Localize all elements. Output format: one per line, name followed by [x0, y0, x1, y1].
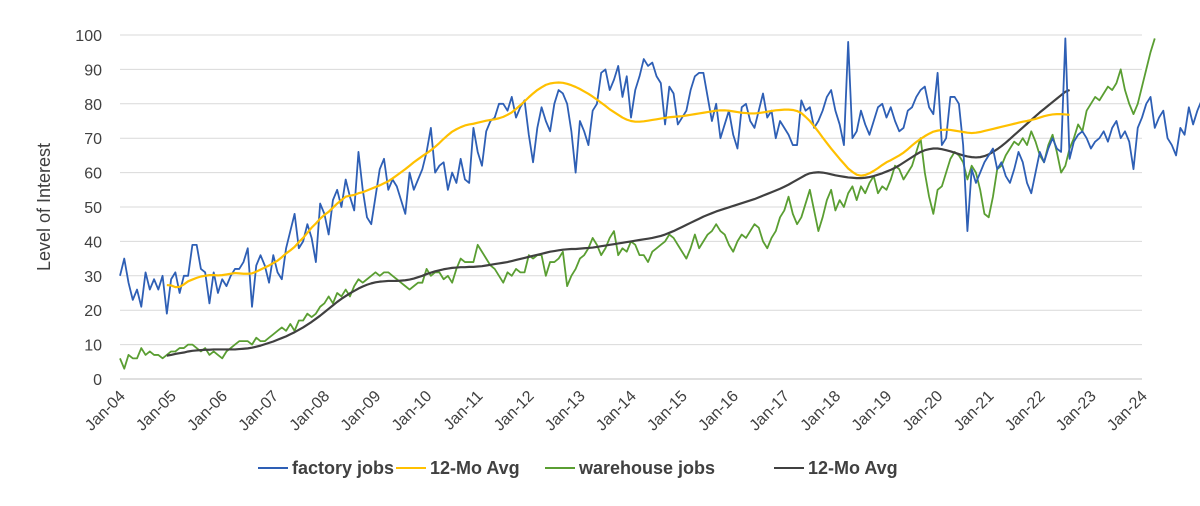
x-axis-ticks: Jan-04 Jan-05 Jan-06 Jan-07 Jan-08 Jan-09 Jan-…: [82, 388, 1151, 435]
y-tick-label: 80: [84, 97, 102, 114]
gridlines: [120, 34, 1142, 346]
x-tick-label: Jan-20: [900, 388, 947, 435]
series-line-warehouse-jobs-2: [119, 38, 1156, 370]
y-tick-label: 60: [84, 166, 102, 183]
x-tick-label: Jan-22: [1002, 388, 1049, 435]
legend-label: 12-Mo Avg: [808, 458, 898, 478]
x-tick-label: Jan-15: [644, 388, 691, 435]
x-tick-label: Jan-08: [287, 388, 334, 435]
x-tick-label: Jan-17: [747, 388, 794, 435]
x-tick-label: Jan-19: [849, 388, 896, 435]
y-tick-label: 30: [84, 269, 102, 286]
x-tick-label: Jan-09: [338, 388, 385, 435]
y-tick-label: 90: [84, 62, 102, 79]
x-tick-label: Jan-07: [236, 388, 283, 435]
x-tick-label: Jan-05: [133, 388, 180, 435]
series-lines: [119, 37, 1200, 370]
x-tick-label: Jan-10: [389, 388, 436, 435]
legend-label: 12-Mo Avg: [430, 458, 520, 478]
x-tick-label: Jan-21: [951, 388, 998, 435]
y-tick-label: 0: [93, 372, 102, 389]
series-line-12-mo-avg-1: [166, 81, 1070, 289]
legend-label: warehouse jobs: [578, 458, 715, 478]
y-axis-title: Level of Interest: [34, 143, 54, 271]
x-tick-label: Jan-06: [184, 388, 231, 435]
x-tick-label: Jan-04: [82, 388, 129, 435]
y-tick-label: 20: [84, 303, 102, 320]
x-tick-label: Jan-16: [695, 388, 742, 435]
x-tick-label: Jan-23: [1053, 388, 1100, 435]
x-tick-label: Jan-14: [593, 388, 640, 435]
series-line-factory-jobs-0: [119, 37, 1200, 315]
x-tick-label: Jan-11: [441, 388, 487, 434]
x-tick-label: Jan-24: [1104, 388, 1151, 435]
y-tick-label: 100: [75, 28, 102, 45]
legend-label: factory jobs: [292, 458, 394, 478]
x-tick-label: Jan-18: [798, 388, 845, 435]
x-tick-label: Jan-13: [542, 388, 589, 435]
y-tick-label: 50: [84, 200, 102, 217]
y-tick-label: 40: [84, 234, 102, 251]
y-axis-ticks: 0 10 20 30 40 50 60 70 80 90 100: [75, 28, 102, 389]
legend: factory jobs 12-Mo Avg warehouse jobs 12-Mo…: [258, 458, 898, 478]
y-tick-label: 10: [84, 338, 102, 355]
y-tick-label: 70: [84, 131, 102, 148]
series-line-12-mo-avg-3: [166, 89, 1071, 357]
x-tick-label: Jan-12: [491, 388, 538, 435]
